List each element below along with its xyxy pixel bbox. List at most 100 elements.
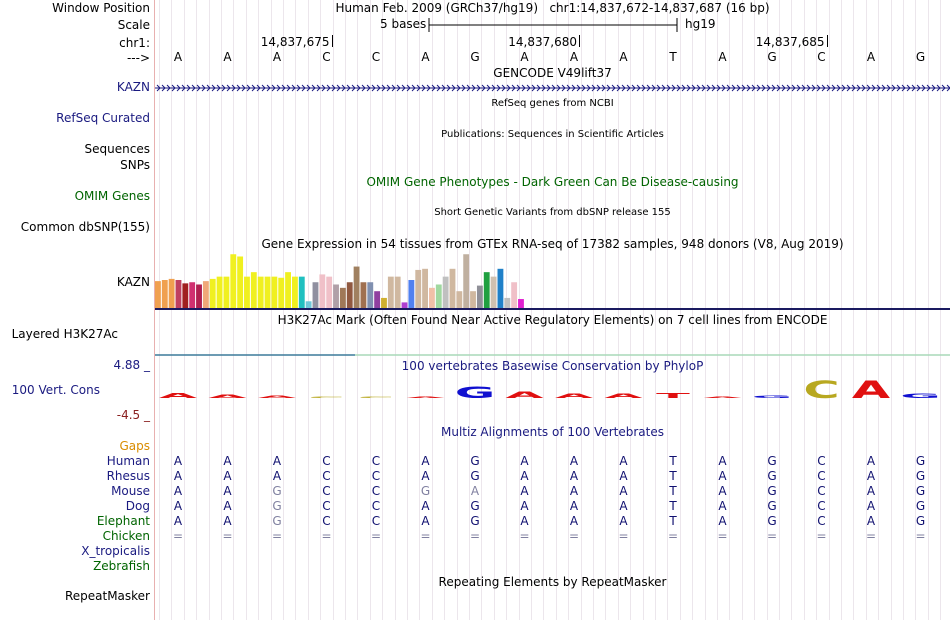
species-label-elephant[interactable]: Elephant [96, 514, 150, 528]
gtex-tissue-bar[interactable] [367, 282, 374, 308]
strand-chevron [926, 84, 931, 92]
track-image-area[interactable]: Human Feb. 2009 (GRCh37/hg19) chr1:14,83… [155, 0, 950, 620]
gtex-tissue-bar[interactable] [360, 282, 367, 308]
gtex-tissue-bar[interactable] [415, 269, 422, 308]
gtex-tissue-bar[interactable] [353, 266, 360, 308]
gtex-tissue-bar[interactable] [497, 268, 504, 308]
gtex-tissue-bar[interactable] [490, 276, 497, 308]
gtex-tissue-bar[interactable] [209, 278, 216, 308]
gtex-tissue-bar[interactable] [305, 301, 312, 308]
gtex-tissue-bar[interactable] [429, 287, 435, 308]
publications-track-label-snps[interactable]: SNPs [120, 158, 150, 172]
gtex-tissue-bar[interactable] [155, 281, 161, 308]
publications-track-label-sequences[interactable]: Sequences [84, 142, 150, 156]
gencode-track-label[interactable]: KAZN [116, 80, 150, 94]
grid-line [766, 0, 768, 620]
gtex-tissue-bar[interactable] [182, 283, 189, 308]
gencode-feature-kazn[interactable] [155, 82, 950, 94]
gtex-tissue-bar[interactable] [449, 268, 456, 308]
gtex-tissue-bar[interactable] [216, 276, 223, 308]
gtex-tissue-bar[interactable] [257, 276, 264, 308]
gtex-tissue-bar[interactable] [483, 272, 490, 308]
gtex-tissue-bar[interactable] [189, 282, 196, 308]
grid-line [779, 0, 780, 620]
gtex-tissue-bar[interactable] [422, 268, 428, 308]
strand-chevron [306, 84, 311, 92]
gtex-tissue-bar[interactable] [374, 291, 381, 308]
gtex-tissue-bar[interactable] [346, 282, 353, 308]
gtex-tissue-bar[interactable] [237, 256, 244, 308]
gtex-tissue-bar[interactable] [463, 254, 470, 308]
gtex-tissue-bar[interactable] [264, 276, 271, 308]
strand-chevron [176, 84, 181, 92]
alignment-base: A [569, 454, 579, 468]
coordinate-tick [331, 35, 333, 47]
gtex-tissue-bar[interactable] [312, 282, 319, 308]
gtex-tissue-bar[interactable] [250, 272, 257, 308]
gtex-tissue-bar[interactable] [202, 281, 209, 308]
strand-chevron [541, 84, 546, 92]
species-label-x_tropicalis[interactable]: X_tropicalis [81, 544, 150, 558]
strand-chevron [351, 84, 356, 92]
gtex-tissue-bar[interactable] [381, 297, 387, 308]
grid-line [568, 0, 570, 620]
gtex-tissue-bar[interactable] [168, 278, 175, 308]
gtex-tissue-bar[interactable] [442, 276, 449, 308]
gtex-tissue-bar[interactable] [319, 274, 326, 308]
gtex-tissue-bar[interactable] [223, 276, 230, 308]
alignment-base: A [223, 454, 232, 468]
species-label-chicken[interactable]: Chicken [102, 529, 150, 543]
strand-chevron [786, 84, 791, 92]
gtex-tissue-bar[interactable] [339, 287, 346, 308]
gtex-tissue-bar[interactable] [456, 291, 463, 308]
species-label-dog[interactable]: Dog [125, 499, 150, 513]
species-label-rhesus[interactable]: Rhesus [106, 469, 150, 483]
strand-chevron [421, 84, 426, 92]
gtex-tissue-bar[interactable] [285, 272, 291, 308]
alignment-base: G [767, 499, 777, 513]
grid-line [729, 0, 731, 620]
gtex-tissue-bar[interactable] [326, 276, 333, 308]
gtex-tissue-bar[interactable] [278, 277, 285, 308]
gtex-bar-chart[interactable] [155, 250, 950, 308]
gtex-tissue-bar[interactable] [504, 297, 511, 308]
species-label-zebrafish[interactable]: Zebrafish [93, 559, 150, 573]
h3k27ac-track-label[interactable]: Layered H3K27Ac [11, 327, 118, 341]
refseq-track-label[interactable]: RefSeq Curated [56, 111, 150, 125]
gtex-tissue-bar[interactable] [244, 276, 250, 308]
species-label-human[interactable]: Human [106, 454, 150, 468]
strand-chevron [191, 84, 196, 92]
strand-chevron [626, 84, 631, 92]
gtex-tissue-bar[interactable] [476, 285, 483, 308]
gtex-track-label[interactable]: KAZN [116, 275, 150, 289]
alignment-base: = [469, 529, 481, 543]
gtex-tissue-bar[interactable] [333, 284, 339, 308]
repeatmasker-track-label[interactable]: RepeatMasker [64, 589, 150, 603]
gtex-tissue-bar[interactable] [470, 291, 476, 308]
gtex-tissue-bar[interactable] [387, 276, 394, 308]
dbsnp-track-label[interactable]: Common dbSNP(155) [20, 220, 150, 234]
gtex-tissue-bar[interactable] [518, 299, 524, 308]
gtex-tissue-bar[interactable] [175, 280, 182, 308]
gtex-tissue-bar[interactable] [435, 284, 442, 308]
gtex-tissue-bar[interactable] [401, 302, 408, 308]
phylop-logo-letter: A [505, 390, 544, 401]
gtex-tissue-bar[interactable] [298, 276, 305, 308]
gtex-tissue-bar[interactable] [271, 276, 278, 308]
gtex-tissue-bar[interactable] [408, 280, 415, 308]
gtex-tissue-bar[interactable] [161, 280, 168, 308]
assembly-name: Human Feb. 2009 (GRCh37/hg19) [335, 1, 538, 15]
gtex-tissue-bar[interactable] [196, 284, 202, 308]
phylop-track-label[interactable]: 100 Vert. Cons [11, 383, 100, 397]
strand-chevron [366, 84, 371, 92]
gtex-tissue-bar[interactable] [230, 254, 237, 308]
omim-track-label[interactable]: OMIM Genes [74, 189, 150, 203]
gtex-tissue-bar[interactable] [292, 276, 298, 308]
alignment-base: A [866, 454, 876, 468]
gtex-tissue-bar[interactable] [511, 282, 518, 308]
phylop-logo-letter: C [358, 397, 394, 398]
species-label-mouse[interactable]: Mouse [111, 484, 150, 498]
gtex-tissue-bar[interactable] [394, 276, 401, 308]
phylop-logo-letter: G [900, 393, 941, 400]
